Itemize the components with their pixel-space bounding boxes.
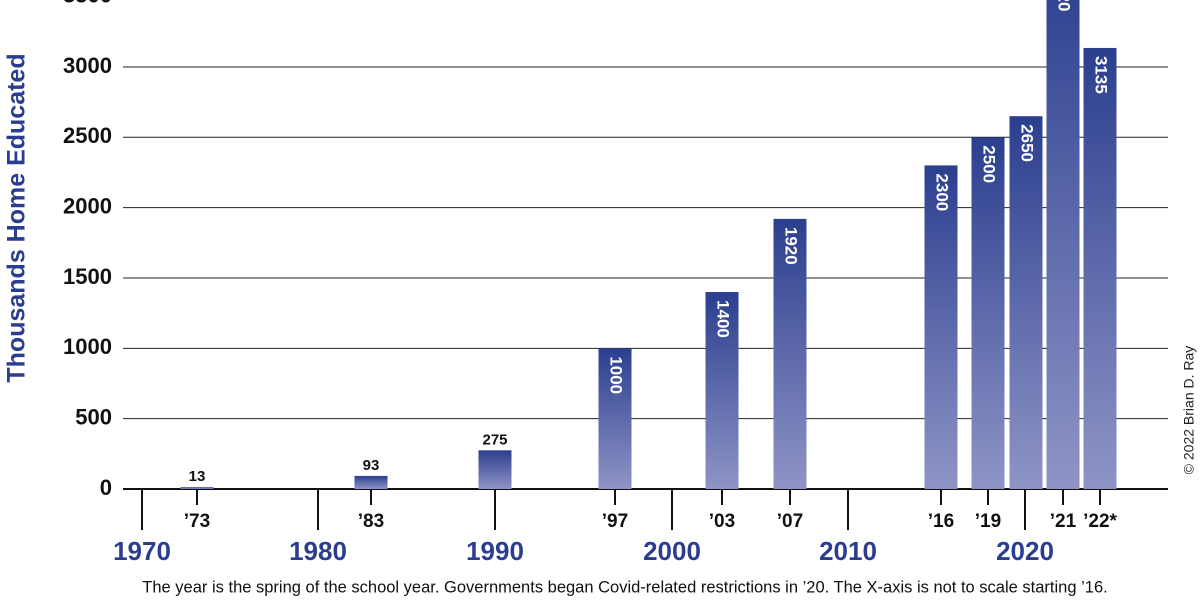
value-label: 1400 [714,300,733,338]
bar [1083,47,1117,489]
value-label: 2500 [980,145,999,183]
x-tick-label: ’03 [709,511,735,532]
x-tick-label: ’21 [1050,511,1077,532]
x-decade-label: 1980 [289,536,347,566]
x-decade-label: 2020 [996,536,1054,566]
y-axis-title: Thousands Home Educated [3,53,31,382]
bar [705,292,739,489]
y-tick-label: 3000 [63,53,112,78]
x-decade-label: 2010 [819,536,877,566]
x-decade-label: 1990 [466,536,524,566]
x-decade-label: 2000 [643,536,701,566]
bar [598,348,632,489]
bar [773,218,807,489]
y-tick-label: 1000 [63,334,112,359]
bar [354,475,388,489]
x-tick-label: ’83 [358,511,384,532]
value-label: 1000 [607,356,626,394]
value-label: 1920 [782,227,801,265]
bar [971,137,1005,490]
credit: © 2022 Brian D. Ray [1181,346,1197,475]
x-tick-label: ’16 [928,511,954,532]
y-tick-label: 1500 [63,264,112,289]
x-decade-label: 1970 [113,536,171,566]
y-tick-label: 2500 [63,123,112,148]
caption: The year is the spring of the school yea… [142,578,1107,596]
value-label: 2300 [933,173,952,211]
bar [180,487,214,489]
x-tick-label: ’73 [184,511,210,532]
bar [1009,116,1043,489]
value-label: 2650 [1018,124,1037,162]
bar [924,165,958,489]
y-tick-label: 500 [75,404,112,429]
value-label: 3135 [1092,56,1111,94]
bar [478,450,512,489]
value-label: 93 [363,457,380,474]
x-tick-label: ’07 [777,511,803,532]
x-tick-label: ’97 [602,511,628,532]
value-label: 275 [482,431,507,448]
value-label: 3720 [1055,0,1074,11]
x-tick-label: ’19 [975,511,1001,532]
y-tick-label: 3500 [63,0,112,7]
value-label: 13 [189,468,206,485]
x-tick-label: ’22* [1083,511,1117,532]
bar [1046,0,1080,489]
y-tick-label: 0 [100,475,112,500]
y-tick-label: 2000 [63,193,112,218]
